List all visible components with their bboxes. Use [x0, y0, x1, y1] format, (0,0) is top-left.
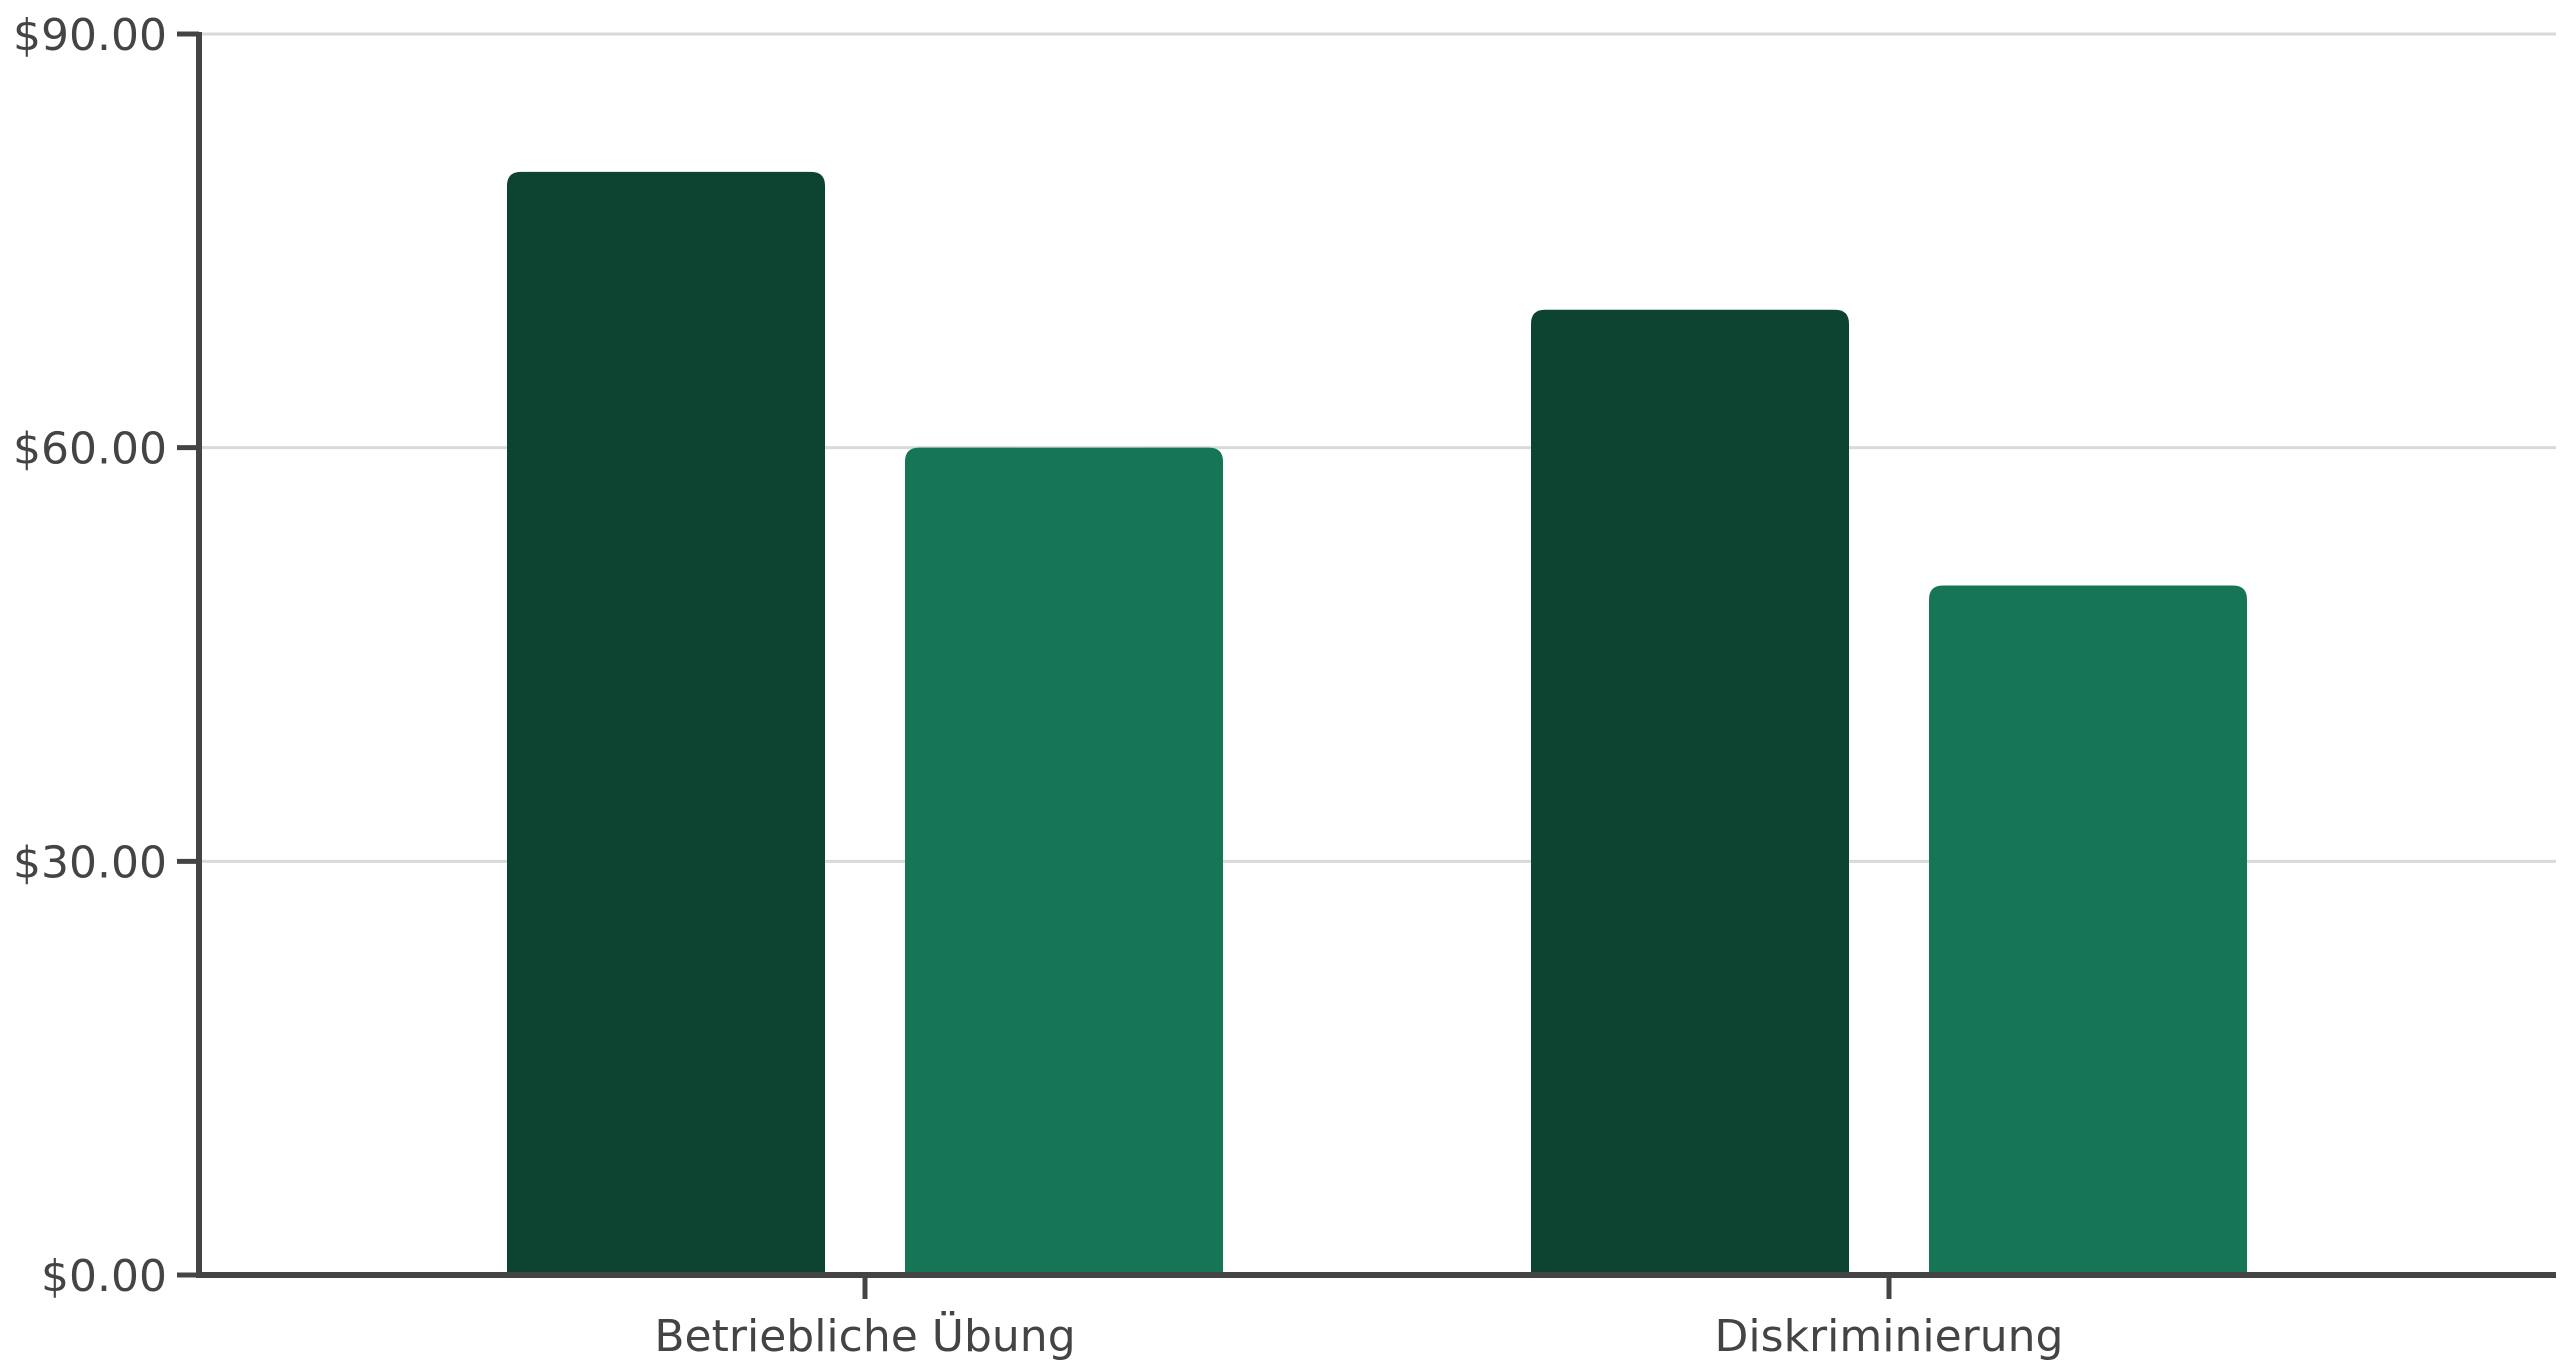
y-tick-label: $90.00	[13, 10, 167, 61]
bar	[905, 447, 1223, 1276]
y-tick-labels: $0.00 $30.00 $60.00 $90.00	[13, 10, 167, 1302]
y-tick-label: $60.00	[13, 424, 167, 475]
y-tick-label: $0.00	[41, 1251, 167, 1302]
x-tick-label: Betriebliche Übung	[654, 1310, 1075, 1362]
bar	[1531, 309, 1849, 1275]
bar	[1929, 585, 2247, 1275]
x-tick-label: Diskriminierung	[1715, 1311, 2064, 1362]
y-tick-label: $30.00	[13, 837, 167, 888]
bar	[507, 171, 825, 1275]
bars	[507, 171, 2247, 1276]
axes	[177, 31, 2556, 1299]
x-tick-labels: Betriebliche Übung Diskriminierung	[654, 1310, 2063, 1362]
